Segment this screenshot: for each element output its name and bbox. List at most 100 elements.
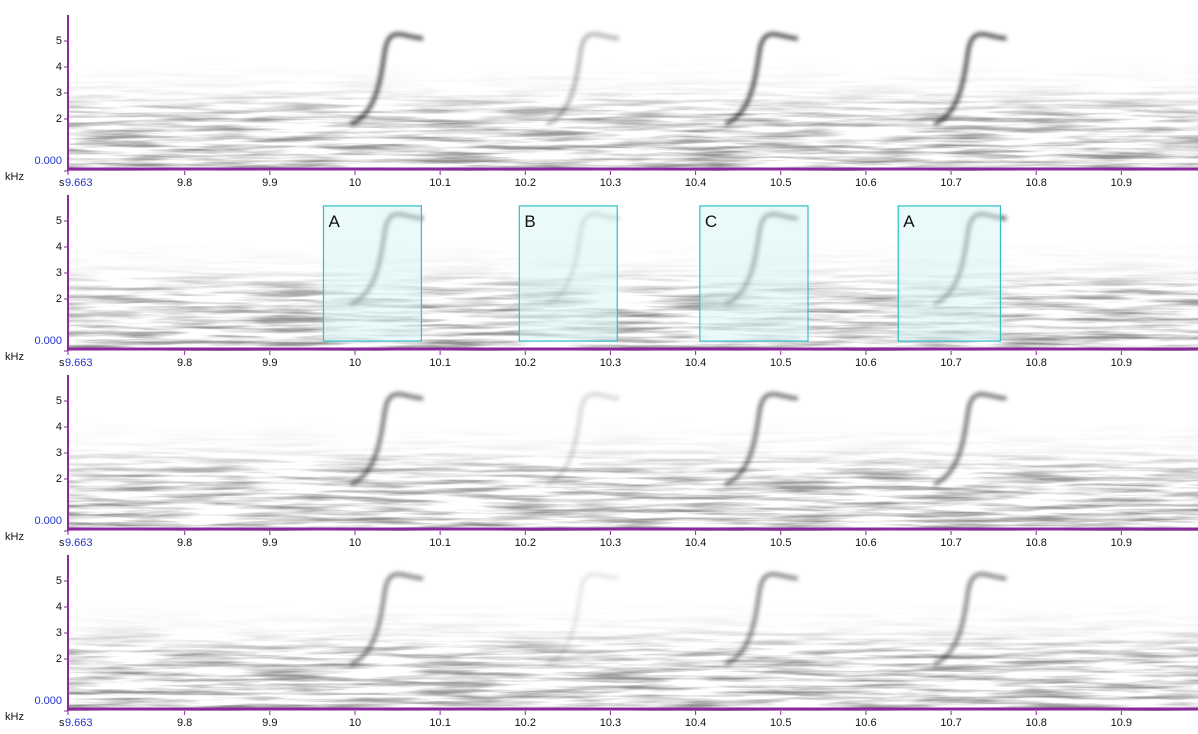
x-tick-label: 10.6 — [855, 177, 876, 189]
x-tick-label: 10.4 — [685, 357, 706, 369]
x-tick-label: 10.2 — [515, 177, 536, 189]
call-trace — [933, 572, 1007, 667]
y-axis-label: kHz — [5, 711, 24, 723]
x-tick-label: 10.3 — [600, 537, 621, 549]
x-tick-label: 10.1 — [429, 357, 450, 369]
x-tick-label: 9.8 — [177, 357, 192, 369]
x-tick-label: 10.5 — [770, 717, 791, 729]
x-axis-label: s — [59, 177, 65, 189]
x-tick-label: 10.9 — [1111, 537, 1132, 549]
call-trace — [933, 392, 1007, 487]
x-tick-label: 10.8 — [1025, 357, 1046, 369]
x-tick-label: 9.8 — [177, 177, 192, 189]
call-trace — [545, 572, 620, 667]
x-tick-label: 10.9 — [1111, 177, 1132, 189]
x-tick-label: 10.9 — [1111, 357, 1132, 369]
spectrogram-noise — [68, 601, 1198, 711]
x-tick-label: 10.6 — [855, 357, 876, 369]
x-tick-label: 10 — [349, 357, 361, 369]
call-trace — [349, 392, 424, 487]
x-tick-label: 10 — [349, 717, 361, 729]
x-tick-label: 10.5 — [770, 357, 791, 369]
x-tick-label: 9.663 — [65, 717, 93, 729]
x-tick-label: 10.3 — [600, 357, 621, 369]
x-tick-label: 10.9 — [1111, 717, 1132, 729]
x-tick-label: 10.3 — [600, 717, 621, 729]
y-tick-label: 3 — [56, 447, 62, 459]
x-tick-label: 9.8 — [177, 537, 192, 549]
y-axis-label: kHz — [5, 351, 24, 363]
x-tick-label: 10.8 — [1025, 537, 1046, 549]
spectrogram-panel: 0.000 2 3 4 5 kHz s 9.663 9.8 9.9 10 10.1 10.2 10.3 10… — [5, 195, 1198, 369]
x-tick-label: 10.4 — [685, 537, 706, 549]
x-tick-label: 10.7 — [940, 537, 961, 549]
x-tick-label: 10.2 — [515, 717, 536, 729]
x-tick-label: 10.1 — [429, 537, 450, 549]
call-trace — [545, 32, 620, 127]
y-tick-label: 0.000 — [34, 335, 62, 347]
y-tick-label: 4 — [56, 601, 62, 613]
x-tick-label: 10.6 — [855, 717, 876, 729]
y-tick-label: 4 — [56, 241, 62, 253]
x-tick-label: 10 — [349, 537, 361, 549]
call-trace — [349, 572, 424, 667]
call-trace — [724, 32, 798, 127]
y-tick-label: 5 — [56, 575, 62, 587]
call-trace — [933, 32, 1007, 127]
x-tick-label: 9.9 — [262, 537, 277, 549]
y-tick-label: 5 — [56, 215, 62, 227]
y-tick-label: 0.000 — [34, 515, 62, 527]
y-axis-label: kHz — [5, 531, 24, 543]
spectrogram-panel: 0.000 2 3 4 5 kHz s 9.663 9.8 9.9 10 10.1 10.2 10.3 10… — [5, 375, 1198, 549]
spectrogram-panel: 0.000 2 3 4 5 kHz s 9.663 9.8 9.9 10 10.1 10.2 10.3 10… — [5, 15, 1198, 189]
x-tick-label: 10.7 — [940, 177, 961, 189]
x-tick-label: 9.663 — [65, 537, 93, 549]
y-tick-label: 2 — [56, 113, 62, 125]
y-tick-label: 4 — [56, 61, 62, 73]
x-axis-label: s — [59, 357, 65, 369]
x-tick-label: 10.4 — [685, 177, 706, 189]
x-tick-label: 10.1 — [429, 717, 450, 729]
y-tick-label: 0.000 — [34, 155, 62, 167]
spectrogram-panel: 0.000 2 3 4 5 kHz s 9.663 9.8 9.9 10 10.1 10.2 10.3 10… — [5, 555, 1198, 729]
y-tick-label: 3 — [56, 627, 62, 639]
y-tick-label: 4 — [56, 421, 62, 433]
call-trace — [349, 32, 424, 127]
x-tick-label: 10.5 — [770, 537, 791, 549]
call-trace — [724, 392, 798, 487]
x-axis-label: s — [59, 537, 65, 549]
x-tick-label: 10.6 — [855, 537, 876, 549]
selection-label: C — [705, 212, 717, 231]
x-tick-label: 9.9 — [262, 357, 277, 369]
x-tick-label: 10.7 — [940, 357, 961, 369]
call-trace — [724, 572, 798, 667]
x-tick-label: 10.3 — [600, 177, 621, 189]
selection-label: B — [524, 212, 535, 231]
x-tick-label: 9.9 — [262, 177, 277, 189]
call-trace — [545, 392, 620, 487]
selection-label: A — [328, 212, 340, 231]
y-tick-label: 2 — [56, 473, 62, 485]
x-tick-label: 10.2 — [515, 537, 536, 549]
x-tick-label: 9.663 — [65, 357, 93, 369]
x-tick-label: 10.2 — [515, 357, 536, 369]
y-tick-label: 3 — [56, 267, 62, 279]
x-tick-label: 10 — [349, 177, 361, 189]
spectrogram-noise — [68, 241, 1198, 351]
y-tick-label: 2 — [56, 293, 62, 305]
spectrogram-noise — [68, 421, 1198, 531]
selection-box — [897, 205, 1002, 342]
x-tick-label: 10.5 — [770, 177, 791, 189]
x-tick-label: 9.663 — [65, 177, 93, 189]
x-tick-label: 9.9 — [262, 717, 277, 729]
y-tick-label: 5 — [56, 35, 62, 47]
x-tick-label: 10.4 — [685, 717, 706, 729]
y-tick-label: 3 — [56, 87, 62, 99]
spectrogram-noise — [68, 61, 1198, 171]
y-tick-label: 5 — [56, 395, 62, 407]
selection-label: A — [903, 212, 915, 231]
x-tick-label: 10.7 — [940, 717, 961, 729]
x-tick-label: 10.8 — [1025, 177, 1046, 189]
x-axis-label: s — [59, 717, 65, 729]
